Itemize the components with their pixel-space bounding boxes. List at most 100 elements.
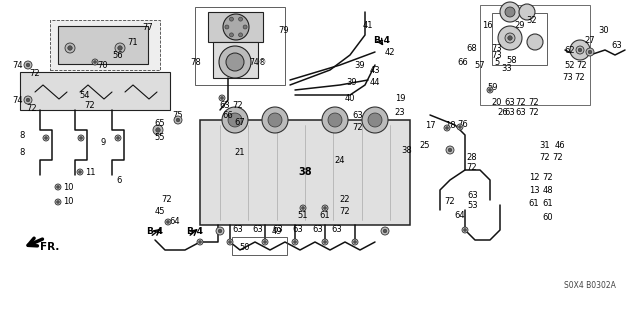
Circle shape <box>239 33 243 37</box>
Circle shape <box>368 113 382 127</box>
Circle shape <box>519 4 535 20</box>
Text: 32: 32 <box>527 15 538 25</box>
Text: 17: 17 <box>425 121 435 130</box>
Circle shape <box>153 125 163 135</box>
Circle shape <box>243 25 247 29</box>
Text: 73: 73 <box>492 51 502 60</box>
Text: 70: 70 <box>98 60 108 69</box>
Circle shape <box>43 135 49 141</box>
Bar <box>232 237 287 255</box>
Text: 61: 61 <box>320 211 330 220</box>
Text: 38: 38 <box>402 146 412 155</box>
Circle shape <box>498 26 522 50</box>
Text: 12: 12 <box>529 172 540 181</box>
Text: 49: 49 <box>272 228 282 236</box>
Circle shape <box>116 137 119 139</box>
Text: 39: 39 <box>355 60 365 69</box>
Text: 11: 11 <box>84 167 95 177</box>
Circle shape <box>381 227 389 235</box>
Circle shape <box>362 107 388 133</box>
Circle shape <box>219 95 225 101</box>
Circle shape <box>156 128 160 132</box>
Text: 61: 61 <box>529 198 540 207</box>
Circle shape <box>446 146 454 154</box>
Text: 48: 48 <box>543 186 554 195</box>
Text: 40: 40 <box>345 93 355 102</box>
Circle shape <box>115 43 125 53</box>
Text: 63: 63 <box>273 226 284 235</box>
Text: 74: 74 <box>13 60 23 69</box>
Text: 64: 64 <box>454 211 465 220</box>
Text: 52: 52 <box>564 60 575 69</box>
Circle shape <box>300 205 306 211</box>
Text: 39: 39 <box>347 77 357 86</box>
Circle shape <box>174 116 182 124</box>
Circle shape <box>500 2 520 22</box>
Circle shape <box>527 34 543 50</box>
Circle shape <box>487 87 493 93</box>
Bar <box>200 120 410 225</box>
Circle shape <box>505 7 515 17</box>
Bar <box>58 26 148 64</box>
Circle shape <box>262 239 268 245</box>
Circle shape <box>176 118 180 122</box>
Circle shape <box>55 199 61 205</box>
Circle shape <box>78 135 84 141</box>
Circle shape <box>219 46 251 78</box>
Circle shape <box>115 135 121 141</box>
Text: 16: 16 <box>482 20 492 29</box>
Text: 63: 63 <box>504 98 515 107</box>
Text: 63: 63 <box>353 110 364 119</box>
Circle shape <box>228 113 242 127</box>
Text: 63: 63 <box>332 226 342 235</box>
Circle shape <box>165 219 171 225</box>
Circle shape <box>93 61 97 63</box>
Text: 79: 79 <box>278 26 289 35</box>
Text: 10: 10 <box>63 197 73 206</box>
Text: 30: 30 <box>598 26 609 35</box>
Circle shape <box>578 48 582 52</box>
Text: 63: 63 <box>312 226 323 235</box>
Text: 43: 43 <box>370 66 380 75</box>
Text: 72: 72 <box>340 207 350 217</box>
Circle shape <box>198 241 202 243</box>
Text: 72: 72 <box>353 123 364 132</box>
Bar <box>213 42 258 78</box>
Text: 63: 63 <box>504 108 515 116</box>
Bar <box>492 13 547 65</box>
Circle shape <box>68 46 72 50</box>
Text: 72: 72 <box>27 103 37 113</box>
Circle shape <box>508 36 512 40</box>
Bar <box>480 5 590 105</box>
Circle shape <box>268 113 282 127</box>
Circle shape <box>462 227 468 233</box>
Text: B-4: B-4 <box>147 228 163 236</box>
Text: 8: 8 <box>19 131 25 140</box>
Circle shape <box>292 239 298 245</box>
Text: 26: 26 <box>498 108 508 116</box>
Circle shape <box>228 241 231 243</box>
Text: 72: 72 <box>553 153 563 162</box>
Text: 54: 54 <box>80 91 90 100</box>
Text: 6: 6 <box>116 175 122 185</box>
Text: S0X4 B0302A: S0X4 B0302A <box>564 281 616 290</box>
Circle shape <box>264 241 266 243</box>
Circle shape <box>301 207 305 209</box>
Text: 72: 72 <box>529 98 540 107</box>
Circle shape <box>383 229 387 233</box>
Text: 63: 63 <box>612 41 622 50</box>
Text: 66: 66 <box>223 110 234 119</box>
Text: 72: 72 <box>516 98 526 107</box>
Text: 77: 77 <box>143 22 154 31</box>
Text: 63: 63 <box>253 226 264 235</box>
Text: 24: 24 <box>335 156 345 164</box>
Circle shape <box>570 40 590 60</box>
Text: B-4: B-4 <box>374 36 390 44</box>
Circle shape <box>79 171 81 173</box>
Text: 45: 45 <box>155 207 165 217</box>
Bar <box>20 72 170 110</box>
Circle shape <box>55 184 61 190</box>
Text: 63: 63 <box>292 226 303 235</box>
Circle shape <box>225 25 229 29</box>
Circle shape <box>505 33 515 43</box>
